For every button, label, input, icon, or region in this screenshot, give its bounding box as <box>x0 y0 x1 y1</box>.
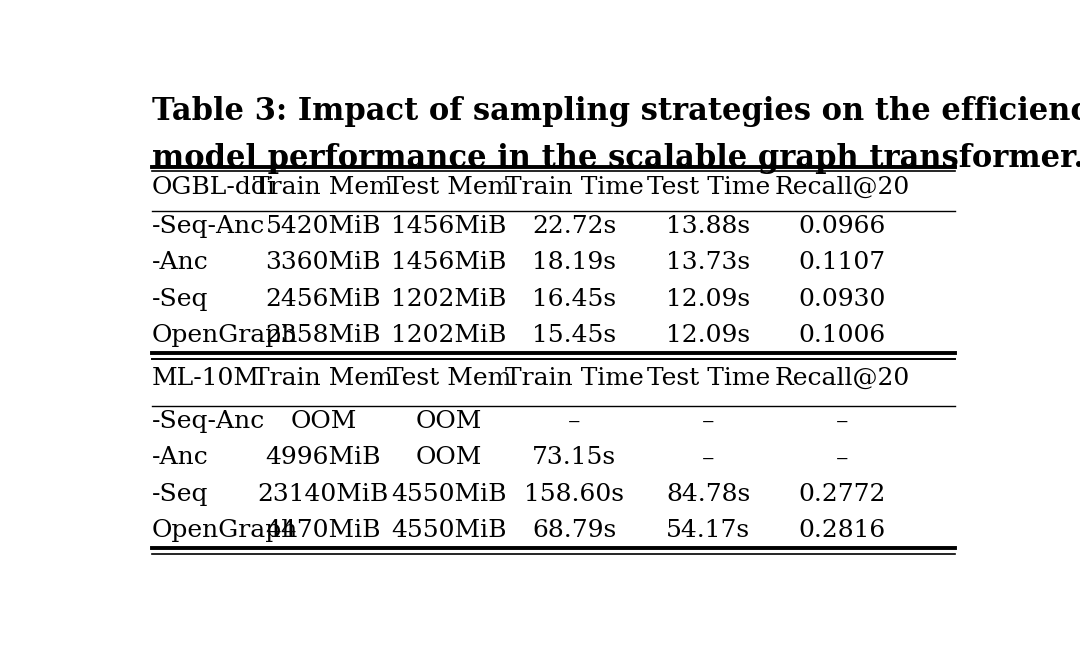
Text: –: – <box>836 447 849 470</box>
Text: 2358MiB: 2358MiB <box>266 324 381 347</box>
Text: -Anc: -Anc <box>151 251 208 274</box>
Text: 15.45s: 15.45s <box>532 324 617 347</box>
Text: Test Mem: Test Mem <box>387 367 511 390</box>
Text: 3360MiB: 3360MiB <box>266 251 381 274</box>
Text: Test Time: Test Time <box>647 367 770 390</box>
Text: 0.1006: 0.1006 <box>798 324 886 347</box>
Text: Table 3: Impact of sampling strategies on the efficiency and: Table 3: Impact of sampling strategies o… <box>151 96 1080 127</box>
Text: -Seq: -Seq <box>151 483 208 506</box>
Text: 0.0930: 0.0930 <box>798 288 886 311</box>
Text: -Seq-Anc: -Seq-Anc <box>151 215 265 238</box>
Text: -Seq: -Seq <box>151 288 208 311</box>
Text: model performance in the scalable graph transformer.: model performance in the scalable graph … <box>151 143 1080 174</box>
Text: 12.09s: 12.09s <box>666 288 751 311</box>
Text: 13.88s: 13.88s <box>666 215 751 238</box>
Text: 12.09s: 12.09s <box>666 324 751 347</box>
Text: 1456MiB: 1456MiB <box>391 215 507 238</box>
Text: 4550MiB: 4550MiB <box>391 519 507 543</box>
Text: 5420MiB: 5420MiB <box>266 215 381 238</box>
Text: OpenGraph: OpenGraph <box>151 324 298 347</box>
Text: 18.19s: 18.19s <box>532 251 617 274</box>
Text: 1202MiB: 1202MiB <box>391 324 507 347</box>
Text: 84.78s: 84.78s <box>666 483 751 506</box>
Text: Test Time: Test Time <box>647 176 770 199</box>
Text: Train Time: Train Time <box>505 176 644 199</box>
Text: Recall@20: Recall@20 <box>774 176 909 199</box>
Text: 0.2772: 0.2772 <box>798 483 886 506</box>
Text: 0.2816: 0.2816 <box>798 519 886 543</box>
Text: 2456MiB: 2456MiB <box>266 288 381 311</box>
Text: OOM: OOM <box>416 410 482 433</box>
Text: –: – <box>702 410 715 433</box>
Text: -Anc: -Anc <box>151 447 208 470</box>
Text: OOM: OOM <box>291 410 356 433</box>
Text: Recall@20: Recall@20 <box>774 367 909 390</box>
Text: –: – <box>702 447 715 470</box>
Text: –: – <box>836 410 849 433</box>
Text: 13.73s: 13.73s <box>666 251 751 274</box>
Text: 0.1107: 0.1107 <box>799 251 886 274</box>
Text: Train Time: Train Time <box>505 367 644 390</box>
Text: 1456MiB: 1456MiB <box>391 251 507 274</box>
Text: 22.72s: 22.72s <box>532 215 617 238</box>
Text: 16.45s: 16.45s <box>532 288 617 311</box>
Text: Test Mem: Test Mem <box>387 176 511 199</box>
Text: -Seq-Anc: -Seq-Anc <box>151 410 265 433</box>
Text: 4996MiB: 4996MiB <box>266 447 381 470</box>
Text: –: – <box>568 410 581 433</box>
Text: 54.17s: 54.17s <box>666 519 751 543</box>
Text: 73.15s: 73.15s <box>532 447 617 470</box>
Text: Train Mem: Train Mem <box>254 367 393 390</box>
Text: 4470MiB: 4470MiB <box>266 519 381 543</box>
Text: OOM: OOM <box>416 447 482 470</box>
Text: 158.60s: 158.60s <box>525 483 624 506</box>
Text: 0.0966: 0.0966 <box>798 215 886 238</box>
Text: Train Mem: Train Mem <box>254 176 393 199</box>
Text: OGBL-ddi: OGBL-ddi <box>151 176 275 199</box>
Text: 1202MiB: 1202MiB <box>391 288 507 311</box>
Text: 23140MiB: 23140MiB <box>258 483 389 506</box>
Text: 68.79s: 68.79s <box>532 519 617 543</box>
Text: 4550MiB: 4550MiB <box>391 483 507 506</box>
Text: ML-10M: ML-10M <box>151 367 260 390</box>
Text: OpenGraph: OpenGraph <box>151 519 298 543</box>
